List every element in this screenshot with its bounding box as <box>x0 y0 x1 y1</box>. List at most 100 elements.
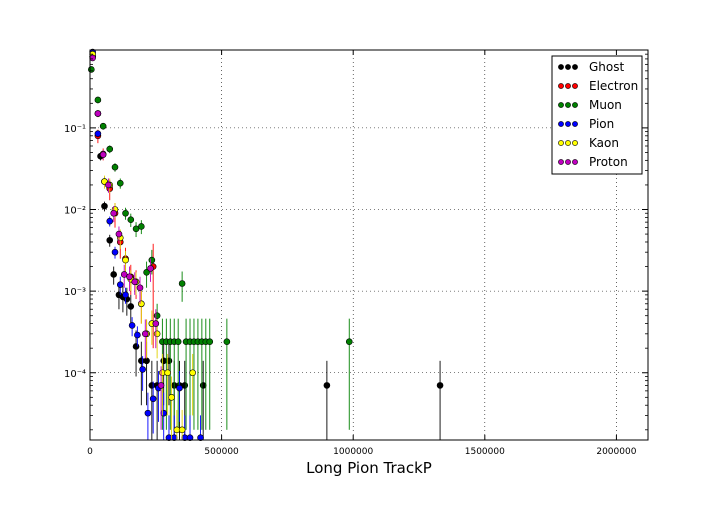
legend-marker <box>572 140 578 146</box>
data-point <box>134 331 141 339</box>
data-point <box>111 163 119 171</box>
data-point <box>138 223 145 230</box>
data-point <box>144 409 152 417</box>
data-point <box>143 269 150 276</box>
legend-marker <box>565 102 571 108</box>
data-point <box>128 322 136 329</box>
legend-marker <box>558 83 564 89</box>
data-point <box>116 179 124 187</box>
data-point <box>197 434 204 442</box>
data-point <box>99 122 107 130</box>
data-point <box>138 300 145 308</box>
data-point <box>436 382 444 389</box>
data-point <box>153 312 161 320</box>
legend-label: Proton <box>589 155 628 169</box>
data-point <box>106 217 114 225</box>
x-tick-label: 1000000 <box>333 447 373 457</box>
data-point <box>127 216 135 224</box>
data-point <box>160 409 167 417</box>
data-point <box>110 209 117 217</box>
data-point <box>101 202 108 210</box>
legend-label: Ghost <box>589 60 624 74</box>
x-tick-label: 2000000 <box>596 447 636 457</box>
data-point <box>89 54 96 62</box>
legend: Ghost Electron Muon Pion Kaon Proton <box>551 55 643 175</box>
y-tick-label: 10⁻² <box>64 206 86 217</box>
data-point <box>106 145 114 153</box>
x-tick-label: 1500000 <box>465 447 505 457</box>
legend-entry-proton: Proton <box>558 155 628 169</box>
legend-marker <box>565 64 571 70</box>
data-point <box>223 338 231 346</box>
legend-entry-ghost: Ghost <box>558 60 624 74</box>
data-point <box>139 366 146 373</box>
legend-entry-muon: Muon <box>558 98 622 112</box>
data-point <box>88 66 95 73</box>
data-point <box>132 343 140 350</box>
data-point <box>153 330 161 338</box>
data-point <box>141 330 149 338</box>
legend-frame <box>551 55 643 175</box>
data-point <box>99 151 107 158</box>
data-point <box>136 284 144 292</box>
data-point <box>165 357 173 365</box>
legend-marker <box>558 64 564 70</box>
data-point <box>199 382 207 389</box>
data-point <box>94 130 102 137</box>
data-point <box>168 394 175 401</box>
data-point <box>127 303 135 310</box>
data-point <box>94 110 102 117</box>
legend-label: Muon <box>589 98 622 112</box>
data-point <box>178 280 186 287</box>
legend-marker <box>558 140 564 146</box>
data-layer <box>88 48 444 442</box>
data-point <box>106 236 114 244</box>
data-point <box>345 338 353 346</box>
data-point <box>206 338 214 346</box>
legend-marker <box>565 159 571 165</box>
data-point <box>115 230 123 238</box>
data-point <box>323 382 331 389</box>
data-point <box>174 338 182 346</box>
data-point <box>126 273 133 281</box>
x-axis-label: Long Pion TrackP <box>306 459 432 477</box>
y-tick-label: 10⁻¹ <box>64 124 86 135</box>
data-point <box>178 426 186 434</box>
data-point <box>131 278 139 286</box>
axis-layer: 0 500000 1000000 1500000 2000000 10⁻¹ 10⁻² 10⁻³… <box>64 50 648 457</box>
legend-label: Kaon <box>589 136 619 150</box>
legend-marker <box>565 83 571 89</box>
data-point <box>176 384 183 392</box>
legend-label: Electron <box>589 79 638 93</box>
x-tick-label: 500000 <box>204 447 239 457</box>
data-point <box>122 256 129 264</box>
data-point <box>149 395 157 403</box>
data-point <box>105 181 112 189</box>
legend-marker <box>572 102 578 108</box>
legend-marker <box>572 121 578 127</box>
legend-marker <box>572 159 578 165</box>
data-point <box>157 382 165 389</box>
y-tick-label: 10⁻⁴ <box>64 369 86 380</box>
legend-label: Pion <box>589 117 614 131</box>
legend-marker <box>565 121 571 127</box>
data-point <box>152 320 160 327</box>
legend-marker <box>558 159 564 165</box>
legend-entry-pion: Pion <box>558 117 614 131</box>
data-point <box>186 434 194 442</box>
data-point <box>143 357 150 365</box>
data-point <box>147 265 154 272</box>
legend-marker <box>558 102 564 108</box>
data-point <box>111 248 119 256</box>
data-point <box>122 209 129 217</box>
x-tick-label: 0 <box>87 447 93 457</box>
data-point <box>122 291 129 299</box>
legend-marker <box>558 121 564 127</box>
y-tick-label: 10⁻³ <box>64 287 86 298</box>
data-point <box>110 271 117 278</box>
legend-marker <box>572 64 578 70</box>
legend-entry-electron: Electron <box>558 79 638 93</box>
data-point <box>164 369 171 377</box>
